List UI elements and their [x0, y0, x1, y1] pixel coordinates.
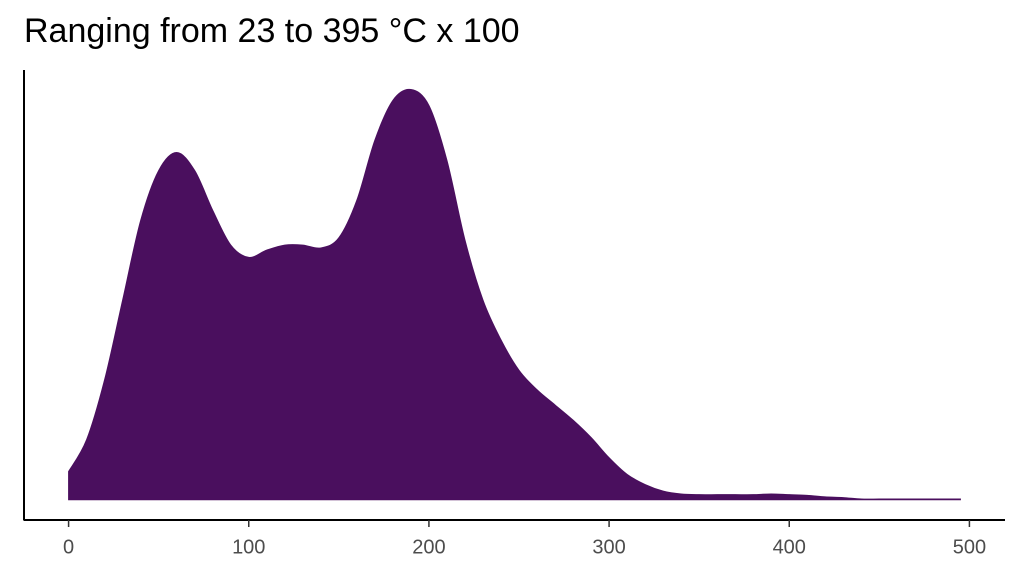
x-tick-label: 0: [63, 536, 74, 558]
x-tick-label: 200: [412, 536, 445, 558]
x-tick-label: 500: [953, 536, 986, 558]
density-area: [68, 88, 961, 501]
x-tick-label: 100: [232, 536, 265, 558]
x-tick-label: 400: [773, 536, 806, 558]
x-tick-label: 300: [592, 536, 625, 558]
chart-title: Ranging from 23 to 395 °C x 100: [24, 12, 520, 50]
